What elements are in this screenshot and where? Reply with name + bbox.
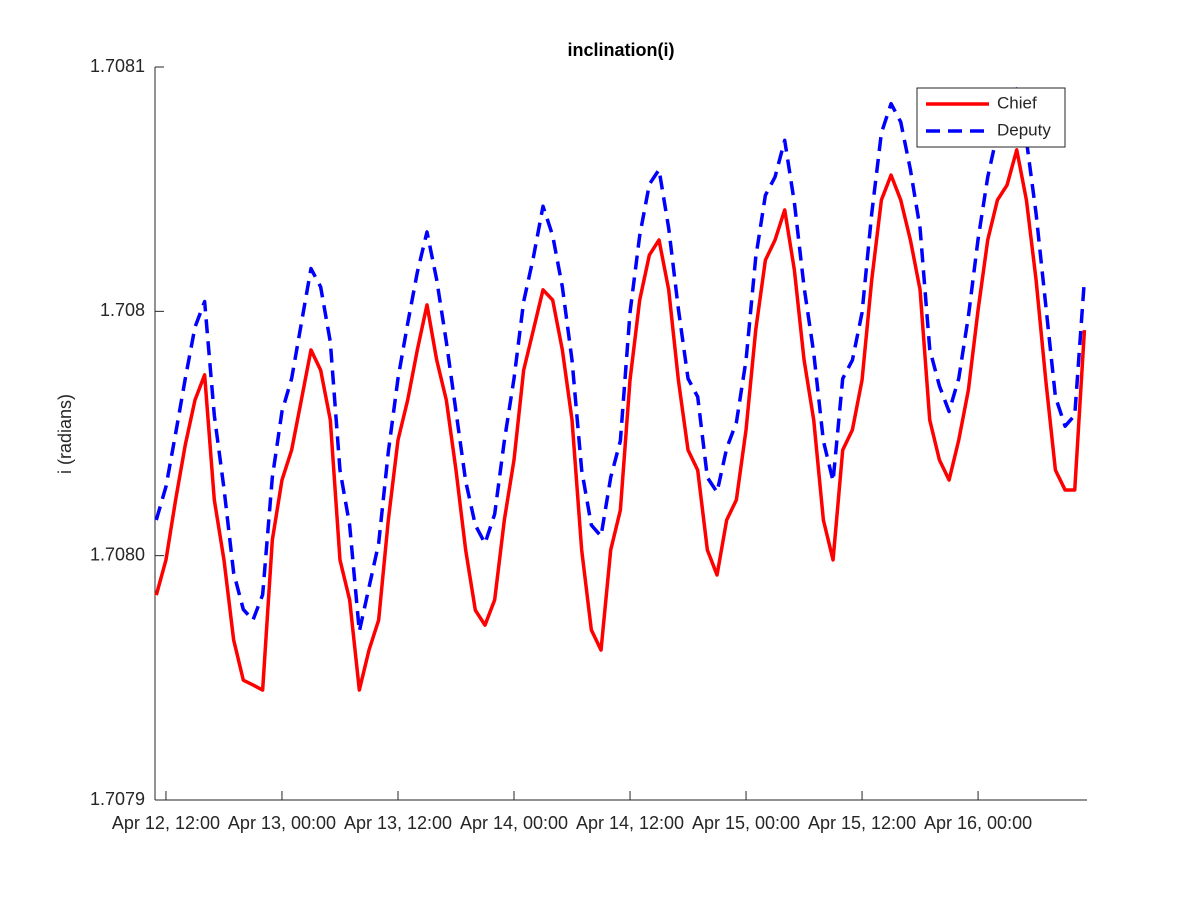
legend: Chief Deputy [916,87,1066,148]
y-tick-label: 1.708 [100,300,145,320]
legend-label: Deputy [997,120,1051,139]
x-tick-label: Apr 13, 00:00 [228,813,336,833]
y-tick-label: 1.7080 [90,544,145,564]
legend-box [916,87,1066,148]
x-tick-label: Apr 13, 12:00 [344,813,452,833]
x-tick-label: Apr 15, 12:00 [808,813,916,833]
x-tick-label: Apr 15, 00:00 [692,813,800,833]
y-tick-label: 1.7081 [90,56,145,76]
legend-label: Chief [997,93,1037,112]
y-axis-label: i (radians) [55,394,75,474]
chart-title: inclination(i) [568,40,675,60]
x-tick-label: Apr 14, 12:00 [576,813,684,833]
x-tick-label: Apr 12, 12:00 [112,813,220,833]
series-line [154,148,1087,692]
y-tick-label: 1.7079 [90,789,145,809]
series-line [154,87,1087,634]
x-tick-label: Apr 16, 00:00 [924,813,1032,833]
x-tick-label: Apr 14, 00:00 [460,813,568,833]
